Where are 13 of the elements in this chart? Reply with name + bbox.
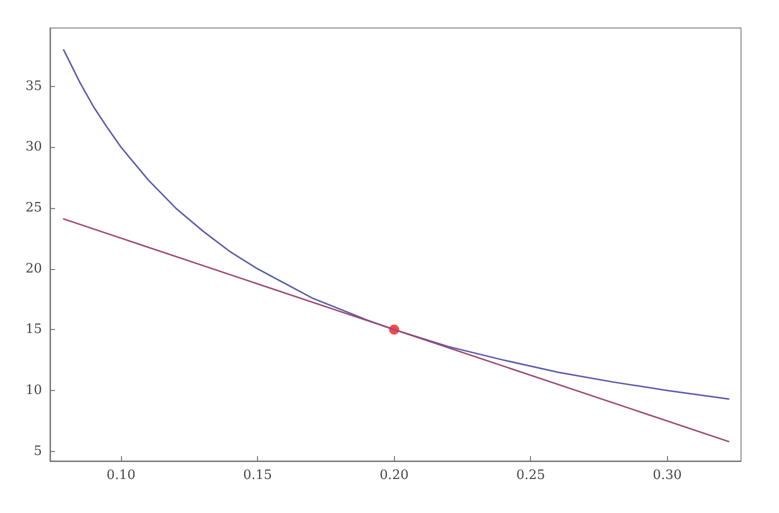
y-tick-label: 10 xyxy=(25,382,42,398)
x-tick-label: 0.20 xyxy=(380,468,409,483)
x-tick-label: 0.25 xyxy=(516,468,546,483)
line-series xyxy=(62,49,730,400)
x-tick-label: 0.10 xyxy=(106,468,136,483)
y-tick-label: 15 xyxy=(25,322,42,338)
y-tick-label: 30 xyxy=(25,140,42,155)
y-tick-label: 35 xyxy=(25,78,42,94)
y-tick-label: 20 xyxy=(25,261,42,276)
x-tick-label: 0.30 xyxy=(652,468,682,483)
y-tick-label: 25 xyxy=(25,200,42,216)
y-tick-label: 5 xyxy=(34,444,42,459)
x-tick-label: 0.15 xyxy=(243,468,272,483)
